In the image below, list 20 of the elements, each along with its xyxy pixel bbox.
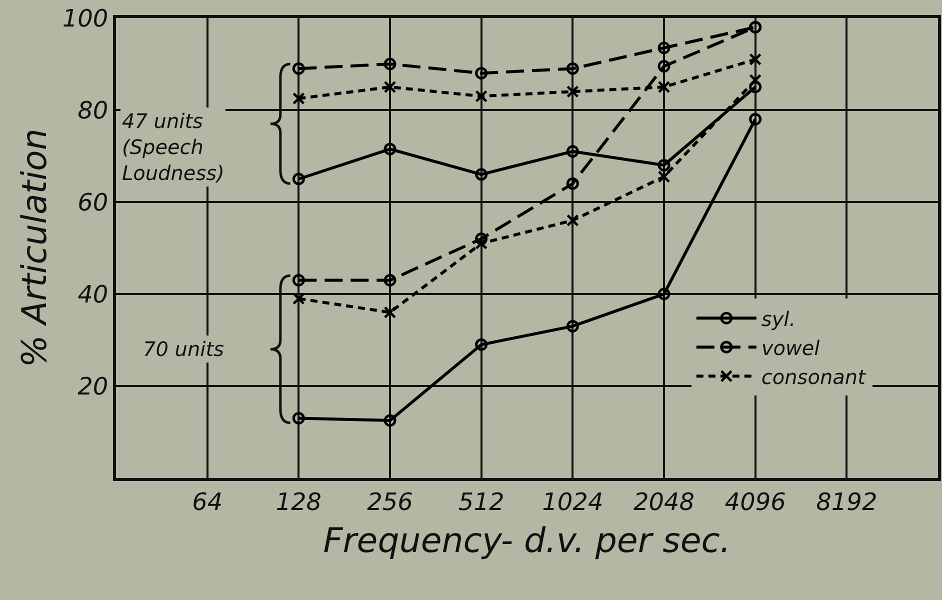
x-tick-label: 128 [276,488,322,516]
x-tick-label: 512 [458,488,504,516]
x-axis-title: Frequency- d.v. per sec. [323,521,731,562]
legend-label: consonant [761,364,867,389]
x-tick-label: 2048 [633,488,695,516]
y-axis-title: % Articulation [14,128,55,368]
y-tick-label: 100 [62,4,108,32]
y-tick-label: 80 [78,96,108,124]
x-tick-label: 256 [367,488,413,516]
y-tick-label: 60 [78,188,108,216]
annotation: 47 units (Speech Loudness) [122,109,224,185]
x-tick-label: 1024 [542,488,604,516]
legend-label: vowel [761,336,820,360]
y-tick-label: 40 [78,280,108,308]
annotation: 70 units [143,337,224,361]
legend-label: syl. [761,306,796,331]
x-tick-label: 64 [192,488,223,516]
x-tick-label: 8192 [816,488,878,516]
y-tick-label: 20 [78,372,108,400]
x-tick-label: 4096 [724,488,786,516]
